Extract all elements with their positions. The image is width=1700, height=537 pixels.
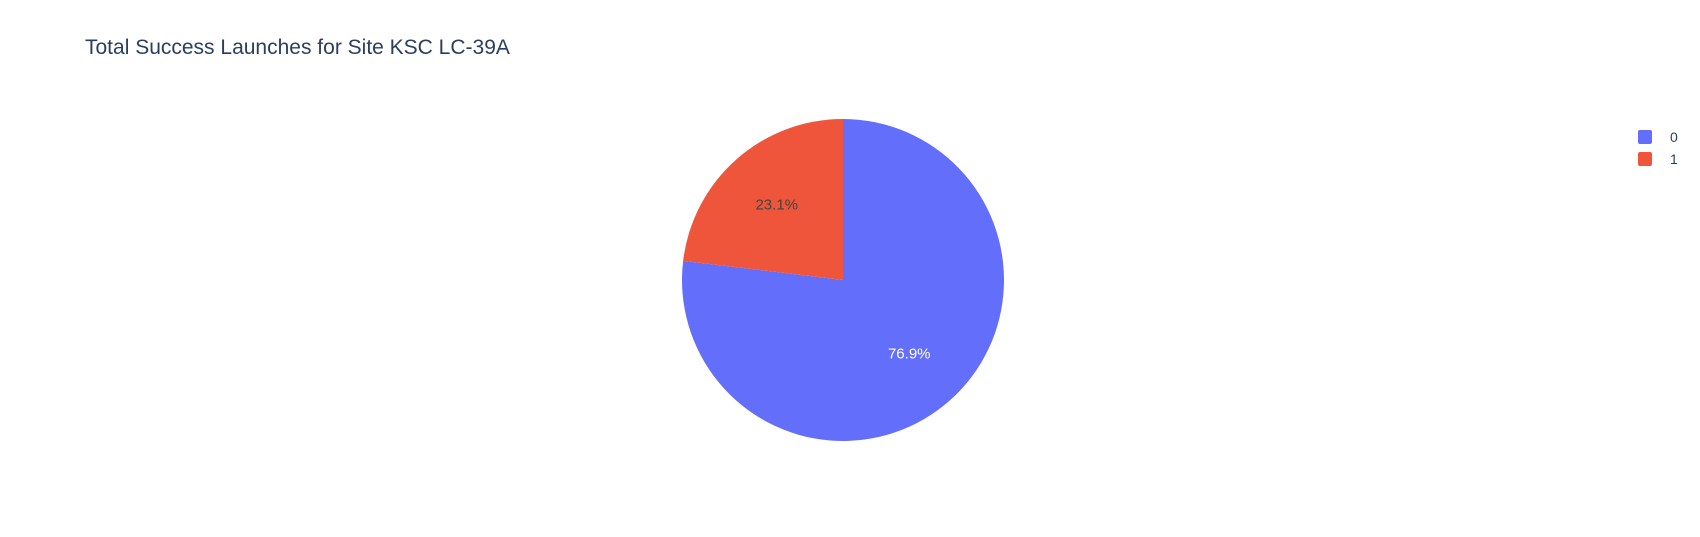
legend-item-1[interactable]: 1 bbox=[1638, 148, 1698, 170]
legend-swatch-0 bbox=[1638, 130, 1652, 144]
pie-slices bbox=[682, 119, 1005, 441]
legend-swatch-1 bbox=[1638, 152, 1652, 166]
slice-label-0: 76.9% bbox=[888, 346, 931, 363]
legend: 0 1 bbox=[1638, 126, 1698, 170]
legend-label-0: 0 bbox=[1670, 129, 1678, 145]
chart-title: Total Success Launches for Site KSC LC-3… bbox=[85, 36, 510, 59]
pie-slice-labels: 76.9% 23.1% bbox=[755, 196, 930, 362]
legend-item-0[interactable]: 0 bbox=[1638, 126, 1698, 148]
legend-label-1: 1 bbox=[1670, 151, 1678, 167]
pie-slice-1[interactable] bbox=[683, 119, 843, 280]
slice-label-1: 23.1% bbox=[755, 196, 798, 213]
